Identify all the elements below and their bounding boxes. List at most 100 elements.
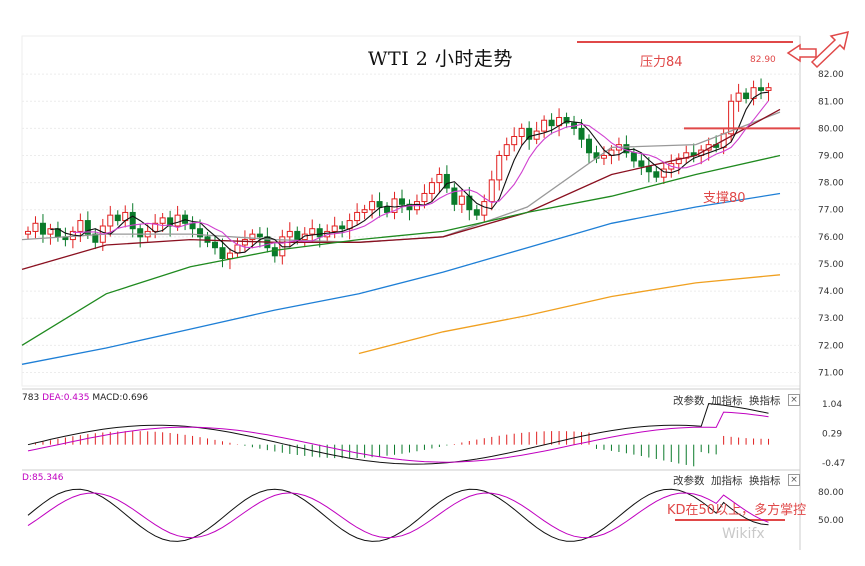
macd-label: 783 DEA:0.435 MACD:0.696 xyxy=(22,393,148,403)
candle-body xyxy=(399,198,405,205)
chart-title: WTI 2 小时走势 xyxy=(368,48,513,70)
candle-body xyxy=(77,220,84,232)
arrow-up-right-icon xyxy=(810,30,850,69)
candle-body xyxy=(301,233,308,241)
candle-body xyxy=(219,247,226,260)
candle-body xyxy=(226,252,233,260)
candle-body xyxy=(152,222,159,232)
price-tick-label: 73.00 xyxy=(818,314,844,324)
candle-body xyxy=(286,230,293,238)
kd-label: D:85.346 xyxy=(22,473,63,483)
price-tick-label: 71.00 xyxy=(818,368,844,378)
candle-body xyxy=(451,187,458,205)
candle-body xyxy=(728,100,735,135)
price-panel xyxy=(21,35,801,387)
candle-body xyxy=(406,203,413,211)
change-params-button-kd[interactable]: 改参数 xyxy=(673,475,705,487)
candle-body xyxy=(167,217,174,227)
candle-body xyxy=(241,239,248,246)
close-kd-button[interactable]: × xyxy=(788,474,800,486)
candle-body xyxy=(421,192,428,203)
kd-value: D:85.346 xyxy=(22,473,64,483)
candle-body xyxy=(660,168,667,178)
ma-line xyxy=(21,154,781,346)
macd-dea: DEA:0.435 xyxy=(42,393,90,403)
resistance-price: 82.90 xyxy=(750,55,776,65)
candle-body xyxy=(518,127,525,138)
candle-body xyxy=(189,222,196,230)
candle-body xyxy=(743,92,750,100)
candle-body xyxy=(481,201,488,216)
ma-line xyxy=(21,192,781,365)
macd-value: MACD:0.696 xyxy=(92,393,149,403)
candle-body xyxy=(458,195,465,205)
candle-body xyxy=(39,222,46,235)
macd-prefix: 783 xyxy=(22,393,40,403)
price-tick-label: 74.00 xyxy=(818,287,844,297)
candle-body xyxy=(309,228,316,235)
candle-body xyxy=(316,228,323,238)
candle-body xyxy=(653,171,660,178)
close-macd-button[interactable]: × xyxy=(788,394,800,406)
kd-k-line xyxy=(27,488,769,542)
switch-indicator-button[interactable]: 换指标 xyxy=(749,395,781,407)
price-tick-label: 78.00 xyxy=(818,179,844,189)
macd-tick-label: -0.47 xyxy=(822,459,845,469)
macd-tick-label: 1.04 xyxy=(822,400,842,410)
candle-body xyxy=(137,228,144,238)
candle-body xyxy=(361,209,368,213)
kd-note: KD在50以上，多方掌控 xyxy=(667,503,807,518)
candle-body xyxy=(354,211,361,222)
price-tick-label: 77.00 xyxy=(818,206,844,216)
candle-body xyxy=(84,220,91,235)
candle-body xyxy=(443,173,450,189)
switch-indicator-button-kd[interactable]: 换指标 xyxy=(749,475,781,487)
candle-body xyxy=(548,119,555,127)
macd-dif-line xyxy=(27,403,769,465)
price-tick-label: 82.00 xyxy=(818,70,844,80)
add-indicator-button[interactable]: 加指标 xyxy=(711,395,743,407)
price-tick-label: 80.00 xyxy=(818,124,844,134)
kd-tick-label: 80.00 xyxy=(818,488,844,498)
candle-body xyxy=(600,154,607,159)
candle-body xyxy=(578,127,585,140)
candle-body xyxy=(541,119,548,132)
ma-line-short xyxy=(72,100,769,249)
candle-body xyxy=(630,152,637,162)
candle-body xyxy=(735,92,742,102)
candle-body xyxy=(473,209,480,216)
candle-body xyxy=(496,154,503,181)
arrow-right-icon xyxy=(786,43,817,63)
add-indicator-button-kd[interactable]: 加指标 xyxy=(711,475,743,487)
candle-body xyxy=(369,201,376,211)
candle-body xyxy=(212,241,218,249)
candle-body xyxy=(436,173,443,184)
change-params-button[interactable]: 改参数 xyxy=(673,395,705,407)
candle-body xyxy=(384,206,391,213)
candle-body xyxy=(339,225,346,230)
candle-body xyxy=(47,228,54,235)
ma-line xyxy=(21,108,781,271)
candle-body xyxy=(249,233,256,241)
candle-body xyxy=(503,144,510,156)
candle-body xyxy=(511,136,518,146)
candle-body xyxy=(586,138,592,154)
price-tick-label: 76.00 xyxy=(818,233,844,243)
candle-body xyxy=(271,247,278,257)
candle-body xyxy=(391,198,398,213)
candle-body xyxy=(294,230,301,241)
candle-body xyxy=(331,225,338,232)
price-tick-label: 79.00 xyxy=(818,151,844,161)
candle-body xyxy=(174,214,181,227)
candle-body xyxy=(563,117,570,124)
kd-d-line xyxy=(27,492,769,539)
candle-body xyxy=(107,214,114,227)
candle-body xyxy=(526,127,533,140)
candle-body xyxy=(197,228,204,238)
candle-body xyxy=(92,233,99,243)
candle-body xyxy=(256,233,263,238)
candle-body xyxy=(159,217,166,224)
candle-body xyxy=(488,179,495,203)
